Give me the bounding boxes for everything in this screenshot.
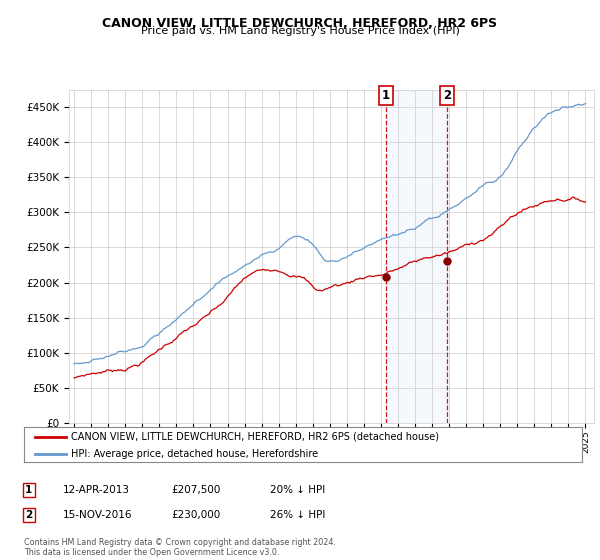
Text: £230,000: £230,000 xyxy=(171,510,220,520)
Text: CANON VIEW, LITTLE DEWCHURCH, HEREFORD, HR2 6PS (detached house): CANON VIEW, LITTLE DEWCHURCH, HEREFORD, … xyxy=(71,432,439,442)
Text: 26% ↓ HPI: 26% ↓ HPI xyxy=(270,510,325,520)
Text: 12-APR-2013: 12-APR-2013 xyxy=(63,485,130,495)
Text: 15-NOV-2016: 15-NOV-2016 xyxy=(63,510,133,520)
Text: 1: 1 xyxy=(25,485,32,495)
Bar xyxy=(386,90,447,423)
Text: Price paid vs. HM Land Registry's House Price Index (HPI): Price paid vs. HM Land Registry's House … xyxy=(140,26,460,36)
Text: 20% ↓ HPI: 20% ↓ HPI xyxy=(270,485,325,495)
Text: £207,500: £207,500 xyxy=(171,485,220,495)
Text: 2: 2 xyxy=(25,510,32,520)
Text: 2: 2 xyxy=(443,88,451,102)
Text: CANON VIEW, LITTLE DEWCHURCH, HEREFORD, HR2 6PS: CANON VIEW, LITTLE DEWCHURCH, HEREFORD, … xyxy=(103,17,497,30)
Text: Contains HM Land Registry data © Crown copyright and database right 2024.
This d: Contains HM Land Registry data © Crown c… xyxy=(24,538,336,557)
Text: 1: 1 xyxy=(382,88,389,102)
Text: HPI: Average price, detached house, Herefordshire: HPI: Average price, detached house, Here… xyxy=(71,449,319,459)
